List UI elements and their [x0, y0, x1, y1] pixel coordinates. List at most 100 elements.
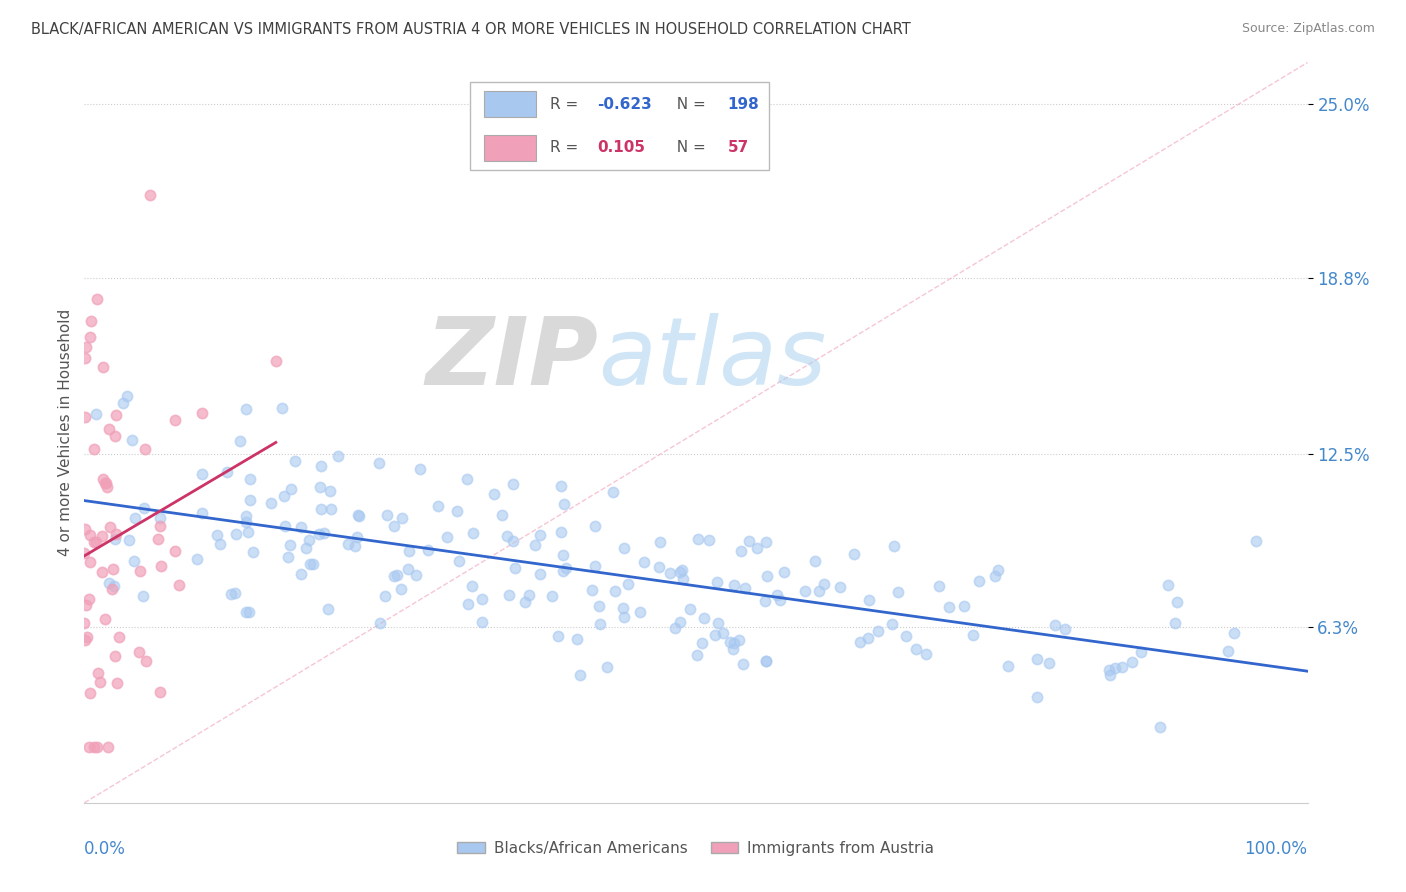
Point [80, 313, 103, 327]
Point [83, 739, 105, 754]
Point [385, 568, 408, 582]
Point [391, 511, 413, 525]
Point [613, 541, 636, 555]
Point [848, 634, 870, 648]
Point [73, 546, 96, 560]
Point [79, 528, 101, 542]
Point [659, 566, 682, 580]
Point [129, 564, 152, 578]
Point [75, 598, 97, 612]
Point [754, 654, 776, 668]
Point [149, 559, 172, 574]
Point [1098, 668, 1121, 682]
Point [1130, 645, 1153, 659]
Point [697, 533, 720, 547]
Point [984, 569, 1007, 583]
Point [73, 633, 96, 648]
Text: 57: 57 [728, 140, 749, 155]
Point [928, 579, 950, 593]
Point [239, 493, 262, 508]
Point [755, 569, 778, 583]
Point [104, 648, 127, 663]
Point [191, 467, 214, 481]
Point [904, 642, 927, 657]
Point [312, 526, 335, 541]
Point [132, 590, 155, 604]
Text: Source: ZipAtlas.com: Source: ZipAtlas.com [1241, 22, 1375, 36]
Point [669, 615, 692, 629]
Point [235, 509, 257, 524]
Point [298, 557, 321, 571]
Point [105, 527, 128, 541]
Point [105, 676, 128, 690]
Point [122, 554, 145, 568]
Point [84, 407, 107, 421]
Point [76, 630, 98, 644]
Point [471, 615, 494, 629]
Text: ZIP: ZIP [425, 312, 598, 405]
Point [104, 429, 127, 443]
Point [648, 559, 671, 574]
FancyBboxPatch shape [484, 91, 536, 117]
Point [1216, 643, 1239, 657]
Point [89, 675, 111, 690]
Point [311, 458, 333, 473]
Point [1121, 656, 1143, 670]
Point [86, 293, 108, 307]
Point [503, 560, 526, 574]
Point [496, 529, 519, 543]
Point [111, 396, 134, 410]
Point [375, 508, 398, 522]
Point [418, 543, 440, 558]
Point [953, 599, 976, 614]
Point [98, 520, 121, 534]
Point [273, 489, 295, 503]
Point [91, 472, 114, 486]
Point [688, 533, 710, 547]
Point [277, 549, 299, 564]
Point [605, 584, 627, 599]
Point [769, 592, 792, 607]
Point [238, 606, 260, 620]
Point [225, 526, 247, 541]
Point [772, 566, 794, 580]
Point [235, 401, 257, 416]
Point [457, 597, 479, 611]
Point [1045, 618, 1067, 632]
Point [612, 600, 634, 615]
Point [75, 522, 97, 536]
Point [319, 501, 342, 516]
Text: N =: N = [666, 140, 710, 155]
Point [1025, 690, 1047, 704]
Point [260, 496, 283, 510]
Text: R =: R = [550, 96, 583, 112]
Point [79, 555, 101, 569]
Y-axis label: 4 or more Vehicles in Household: 4 or more Vehicles in Household [58, 309, 73, 557]
Point [318, 602, 340, 616]
Point [447, 554, 470, 568]
Point [86, 534, 108, 549]
Text: -0.623: -0.623 [598, 96, 651, 112]
Point [309, 480, 332, 494]
Point [94, 612, 117, 626]
Point [75, 409, 97, 424]
Point [723, 641, 745, 656]
Point [617, 577, 640, 591]
Point [706, 616, 728, 631]
Text: R =: R = [550, 140, 583, 155]
Point [405, 567, 427, 582]
Point [264, 354, 287, 368]
Point [1104, 661, 1126, 675]
Point [671, 572, 693, 586]
Point [1053, 623, 1076, 637]
Point [679, 602, 702, 616]
FancyBboxPatch shape [470, 82, 769, 169]
Point [568, 667, 591, 681]
Point [118, 533, 141, 547]
Point [73, 351, 96, 365]
Point [326, 449, 349, 463]
Point [731, 657, 754, 671]
Point [121, 434, 143, 448]
Point [79, 686, 101, 700]
Point [295, 541, 318, 556]
